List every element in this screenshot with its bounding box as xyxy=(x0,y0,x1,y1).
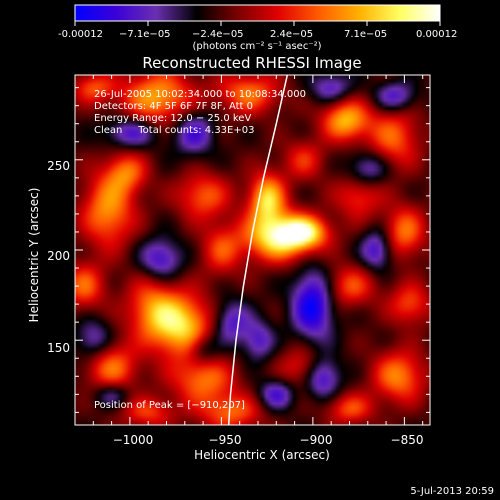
annotation-time-range: 26-Jul-2005 10:02:34.000 to 10:08:34.000 xyxy=(94,89,306,100)
colorbar-unit-label: (photons cm⁻² s⁻¹ asec⁻²) xyxy=(192,41,321,52)
y-tick-label-1: 200 xyxy=(47,249,70,263)
x-tick-label-0: −1000 xyxy=(113,433,154,447)
colorbar-ticks xyxy=(74,21,441,26)
annotation-energy-range: Energy Range: 12.0 − 25.0 keV xyxy=(94,113,251,124)
annotation-clean-counts: Clean Total counts: 4.33E+03 xyxy=(94,125,254,136)
y-tick-label-0: 150 xyxy=(47,341,70,355)
info-annotations: 26-Jul-2005 10:02:34.000 to 10:08:34.000… xyxy=(94,89,306,411)
solar-limb-line xyxy=(227,75,289,425)
colorbar-tick-label-1: −7.1e−05 xyxy=(119,29,171,40)
colorbar-tick-label-3: 2.4e−05 xyxy=(270,29,313,40)
y-tick-label-2: 250 xyxy=(47,159,70,173)
x-axis-label: Heliocentric X (arcsec) xyxy=(194,448,330,462)
chart-title: Reconstructed RHESSI Image xyxy=(142,54,361,72)
colorbar-tick-label-0: -0.00012 xyxy=(58,29,103,40)
colorbar-tick-label-4: 7.1e−05 xyxy=(344,29,387,40)
y-axis-label: Heliocentric Y (arcsec) xyxy=(27,188,41,323)
x-tick-label-3: −850 xyxy=(391,433,424,447)
colorbar-tick-label-2: −2.4e−05 xyxy=(192,29,244,40)
heatmap-image xyxy=(75,75,430,425)
axis-ticks xyxy=(75,75,430,425)
x-tick-label-2: −900 xyxy=(300,433,333,447)
heatmap-area xyxy=(75,75,430,425)
x-tick-label-1: −950 xyxy=(209,433,242,447)
colorbar-tick-label-5: 0.00012 xyxy=(416,29,457,40)
annotation-peak-position: Position of Peak = [−910,207] xyxy=(94,400,245,411)
colorbar-scale xyxy=(74,4,441,22)
annotation-detectors: Detectors: 4F 5F 6F 7F 8F, Att 0 xyxy=(94,101,253,112)
colorbar: -0.00012 −7.1e−05 −2.4e−05 2.4e−05 7.1e−… xyxy=(58,4,457,52)
generated-timestamp: 5-Jul-2013 20:59 xyxy=(410,486,494,497)
